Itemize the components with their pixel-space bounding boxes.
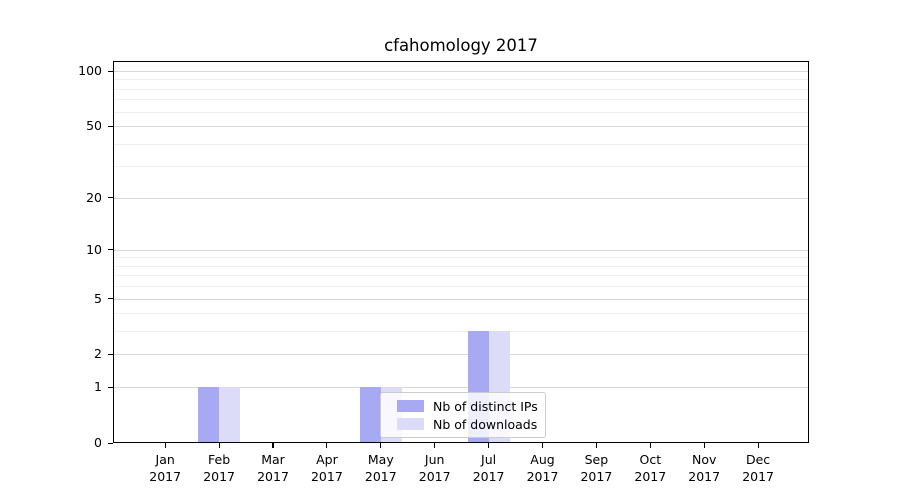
- x-tick-label-month: Jul: [481, 452, 497, 467]
- y-tick-label: 0: [94, 435, 102, 450]
- minor-gridline: [113, 111, 809, 113]
- major-gridline: [113, 197, 809, 199]
- x-tick-label-year: 2017: [149, 469, 182, 484]
- y-tick-mark: [108, 353, 113, 356]
- x-tick-mark: [326, 443, 328, 448]
- minor-gridline: [113, 275, 809, 277]
- y-tick-mark: [108, 249, 113, 251]
- y-tick-mark: [108, 125, 113, 127]
- y-tick-label: 20: [86, 189, 102, 205]
- x-tick-label-month: Jan: [155, 452, 175, 467]
- x-tick-label-month: Sep: [584, 452, 609, 467]
- x-tick-label-month: Nov: [691, 452, 717, 467]
- x-tick-label-year: 2017: [742, 469, 774, 484]
- minor-gridline: [113, 286, 809, 288]
- legend-label: Nb of distinct IPs: [433, 398, 538, 414]
- x-tick-label-year: 2017: [203, 469, 235, 484]
- bar-nb-of-distinct-ips-feb: [198, 387, 220, 443]
- x-tick-mark: [541, 443, 544, 448]
- x-tick-label-year: 2017: [580, 469, 613, 484]
- x-tick-label-month: Feb: [208, 452, 231, 467]
- bar-nb-of-distinct-ips-may: [359, 387, 381, 443]
- x-tick-label-year: 2017: [634, 469, 667, 484]
- y-tick-mark: [108, 197, 113, 199]
- x-tick-label-year: 2017: [418, 469, 451, 484]
- x-tick-label-month: Aug: [530, 452, 555, 467]
- y-tick-mark: [108, 298, 113, 300]
- x-tick-label-month: Oct: [639, 452, 662, 467]
- x-tick-label-year: 2017: [526, 469, 559, 484]
- x-tick-label-year: 2017: [688, 469, 721, 484]
- chart-title: cfahomology 2017: [384, 36, 538, 55]
- x-tick-label-year: 2017: [472, 469, 505, 484]
- legend-item: Nb of downloads: [390, 416, 538, 432]
- bar-nb-of-downloads-feb: [219, 387, 241, 443]
- x-tick-mark: [434, 443, 436, 448]
- x-tick-label-year: 2017: [310, 469, 343, 484]
- major-gridline: [113, 126, 809, 128]
- x-tick-label-month: Dec: [745, 452, 771, 467]
- y-tick-mark: [108, 386, 113, 388]
- y-tick-label: 100: [78, 63, 102, 78]
- x-tick-mark: [272, 443, 274, 448]
- legend-item: Nb of distinct IPs: [390, 398, 538, 414]
- y-tick-label: 2: [94, 346, 102, 362]
- legend-swatch-icon: [397, 418, 424, 430]
- minor-gridline: [113, 99, 809, 101]
- legend-swatch-icon: [397, 400, 424, 412]
- minor-gridline: [113, 88, 809, 90]
- legend-label: Nb of downloads: [433, 416, 538, 432]
- minor-gridline: [113, 166, 809, 168]
- y-tick-label: 5: [94, 290, 102, 306]
- minor-gridline: [113, 313, 809, 315]
- x-tick-mark: [595, 443, 597, 448]
- plot-spines: [113, 61, 809, 443]
- minor-gridline: [113, 331, 809, 333]
- y-tick-label: 1: [94, 379, 102, 395]
- x-tick-mark: [757, 443, 759, 448]
- x-tick-mark: [703, 443, 705, 448]
- x-tick-label-month: Mar: [261, 452, 285, 467]
- x-tick-mark: [218, 443, 220, 448]
- major-gridline: [113, 298, 809, 300]
- major-gridline: [113, 249, 809, 251]
- x-tick-label-year: 2017: [257, 469, 289, 484]
- y-tick-label: 50: [86, 118, 102, 134]
- x-tick-label-month: May: [367, 452, 394, 467]
- legend: Nb of distinct IPs Nb of downloads: [380, 392, 546, 438]
- x-tick-mark: [164, 443, 166, 448]
- major-gridline: [113, 71, 809, 72]
- minor-gridline: [113, 79, 809, 81]
- y-tick-mark: [108, 442, 113, 444]
- x-tick-mark: [488, 443, 490, 448]
- minor-gridline: [113, 257, 809, 259]
- x-tick-label-month: Jun: [424, 452, 445, 467]
- minor-gridline: [113, 143, 809, 145]
- y-tick-label: 10: [86, 241, 102, 257]
- y-tick-mark: [108, 70, 113, 72]
- major-gridline: [113, 354, 809, 356]
- major-gridline: [113, 387, 809, 389]
- minor-gridline: [113, 265, 809, 267]
- x-tick-mark: [649, 443, 651, 448]
- x-tick-label-year: 2017: [364, 469, 397, 484]
- x-tick-mark: [380, 443, 382, 448]
- x-tick-label-month: Apr: [316, 452, 338, 467]
